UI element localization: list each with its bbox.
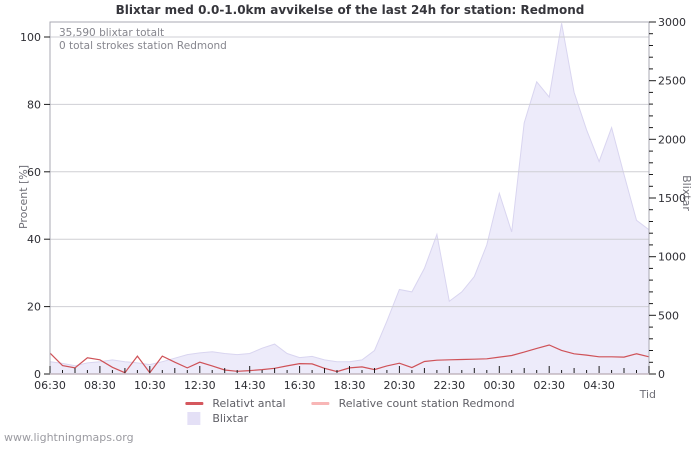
x-tick-label: 04:30	[583, 379, 615, 392]
legend-item-relativt-antal: Relativt antal	[185, 397, 286, 410]
x-tick-label: 10:30	[134, 379, 166, 392]
x-tick-label: 02:30	[533, 379, 565, 392]
y-axis-label-left: Procent [%]	[17, 164, 30, 230]
y-right-tick-label: 3000	[658, 16, 686, 29]
x-tick-label: 08:30	[84, 379, 116, 392]
x-tick-label: 12:30	[184, 379, 216, 392]
legend-label-relativt: Relativt antal	[212, 397, 286, 410]
x-tick-label: 18:30	[334, 379, 366, 392]
x-tick-label: 16:30	[284, 379, 316, 392]
y-right-tick-label: 500	[658, 309, 679, 322]
x-tick-label: 20:30	[384, 379, 416, 392]
y-left-tick-label: 40	[27, 233, 41, 246]
y-right-tick-label: 2000	[658, 133, 686, 146]
y-right-tick-label: 0	[658, 368, 665, 381]
series-blixtar-area	[49, 23, 650, 375]
annotation-station-strokes: 0 total strokes station Redmond	[59, 40, 227, 52]
annotation-total-strokes: 35,590 blixtar totalt	[59, 27, 165, 39]
y-right-tick-label: 2500	[658, 75, 686, 88]
y-right-tick-label: 1500	[658, 192, 686, 205]
legend: Relativt antal Relative count station Re…	[185, 397, 515, 425]
y-left-tick-label: 100	[20, 31, 41, 44]
legend-label-blixtar: Blixtar	[212, 412, 249, 425]
watermark: www.lightningmaps.org	[4, 431, 134, 444]
y-axis-label-right: Blixtar	[680, 175, 693, 211]
y-right-tick-label: 1000	[658, 251, 686, 264]
gridlines	[50, 36, 649, 308]
legend-item-station-count: Relative count station Redmond	[311, 397, 515, 410]
axis-tick-labels: 06:30 08:30 10:30 12:30 14:30 16:30 18:30 20:30…	[20, 16, 686, 392]
legend-label-station: Relative count station Redmond	[338, 397, 515, 410]
legend-area-swatch-blixtar	[187, 412, 201, 425]
legend-line-swatch-station	[311, 402, 330, 405]
legend-line-swatch-relativt	[185, 402, 204, 405]
x-axis-label: Tid	[639, 388, 656, 401]
chart-title: Blixtar med 0.0-1.0km avvikelse of the l…	[115, 3, 585, 17]
x-tick-label: 22:30	[433, 379, 465, 392]
y-left-tick-label: 80	[27, 98, 41, 111]
x-tick-label: 06:30	[34, 379, 66, 392]
y-left-tick-label: 0	[34, 368, 41, 381]
y-left-tick-label: 20	[27, 301, 41, 314]
axis-ticks	[44, 21, 656, 375]
y-left-tick-label: 60	[27, 166, 41, 179]
x-tick-label: 00:30	[483, 379, 515, 392]
x-tick-label: 14:30	[234, 379, 266, 392]
legend-item-blixtar: Blixtar	[185, 412, 285, 425]
